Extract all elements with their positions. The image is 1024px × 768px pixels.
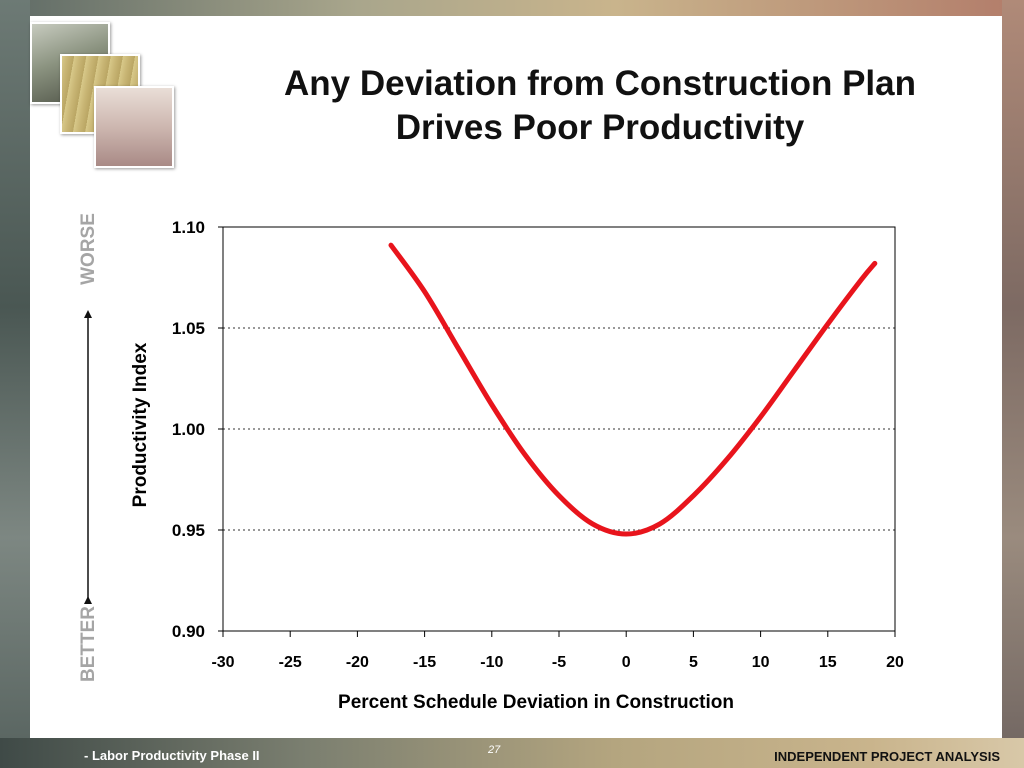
x-tick-label: -20 xyxy=(346,654,369,671)
y-tick-label: 0.90 xyxy=(172,622,205,641)
background-left-photo xyxy=(0,0,30,768)
footer-left-text: - Labor Productivity Phase II xyxy=(84,748,260,763)
y-tick-label: 1.05 xyxy=(172,319,205,338)
x-tick-label: 0 xyxy=(622,654,631,671)
slide-title-line2: Drives Poor Productivity xyxy=(395,108,805,147)
series-curve xyxy=(388,242,878,537)
x-tick-label: -15 xyxy=(413,654,436,671)
x-tick-label: -25 xyxy=(279,654,302,671)
footer-right-text: INDEPENDENT PROJECT ANALYSIS xyxy=(774,749,1000,764)
slide-title: Any Deviation from Construction Plan Dri… xyxy=(200,62,1000,150)
x-tick-label: 10 xyxy=(752,654,770,671)
x-tick-label: -5 xyxy=(552,654,566,671)
x-tick-label: 5 xyxy=(689,654,698,671)
y-tick-label: 1.10 xyxy=(172,218,205,237)
x-tick-label: -10 xyxy=(480,654,503,671)
x-tick-label: 20 xyxy=(886,654,904,671)
footer-bar: - Labor Productivity Phase II 27 INDEPEN… xyxy=(0,738,1024,768)
x-tick-label: -30 xyxy=(211,654,234,671)
x-tick-label: 15 xyxy=(819,654,837,671)
photo-collage-logo xyxy=(30,22,175,168)
background-top-band xyxy=(0,0,1024,16)
page-number: 27 xyxy=(488,744,501,756)
slide-panel xyxy=(30,16,1002,738)
y-tick-label: 0.95 xyxy=(172,521,205,540)
slide-title-line1: Any Deviation from Construction Plan xyxy=(284,64,916,103)
y-tick-label: 1.00 xyxy=(172,420,205,439)
background-right-photo xyxy=(1002,0,1024,768)
crane-photo-tile xyxy=(94,86,174,168)
x-axis-title: Percent Schedule Deviation in Constructi… xyxy=(338,692,734,713)
y-axis-title: Productivity Index xyxy=(130,342,151,507)
